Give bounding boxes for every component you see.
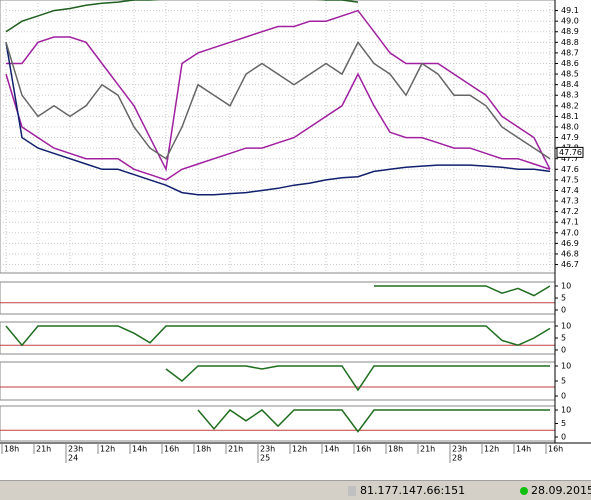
terminal-chart: 46.7 46.846.9 47.047.1 47.247.3 47.4 47.547.6… — [0, 0, 591, 480]
y-tick-label: 48.8 — [561, 38, 579, 47]
x-tick-label: 12h — [484, 445, 499, 454]
y-tick-label: 47.1 — [561, 218, 579, 227]
y-tick-label: 0 — [561, 306, 566, 315]
last-price-box — [556, 146, 584, 158]
y-tick-label: 47.5 — [561, 175, 579, 184]
series-line — [5, 325, 551, 347]
y-tick-label: 10 — [561, 362, 571, 371]
y-tick-label: 47.7 — [561, 154, 579, 163]
x-tick-label: 16h — [164, 445, 179, 454]
x-tick-label: 12h — [100, 445, 115, 454]
x-tick-label: 16h — [548, 445, 563, 454]
status-dot — [520, 487, 528, 495]
date: 28.09.2015 — [531, 484, 591, 497]
y-tick-label: 5 — [561, 334, 566, 343]
y-tick-label: 47.9 — [561, 133, 579, 142]
y-tick-label: 46.7 — [561, 260, 579, 269]
x-tick-label: 16h — [356, 445, 371, 454]
series-line — [5, 0, 359, 33]
series-line — [5, 72, 551, 181]
y-tick-label: 49.1 — [561, 6, 579, 15]
day-label: 25 — [260, 454, 270, 463]
y-tick-label: 0 — [561, 346, 566, 355]
series-line — [374, 285, 551, 297]
y-tick-label: 10 — [561, 322, 571, 331]
y-tick-label: 46.9 — [561, 239, 579, 248]
y-tick-label: 48.9 — [561, 27, 579, 36]
y-tick-label: 5 — [561, 419, 566, 428]
x-tick-label: 12h — [292, 445, 307, 454]
y-tick-label: 47.3 — [561, 197, 579, 206]
y-tick-label: 0 — [561, 433, 566, 442]
y-tick-label: 47.2 — [561, 207, 579, 216]
y-tick-label: 10 — [561, 282, 571, 291]
y-tick-label: 10 — [561, 406, 571, 415]
y-tick-label: 48.2 — [561, 101, 579, 110]
x-tick-label: 18h — [4, 445, 19, 454]
day-label: 28 — [452, 454, 462, 463]
y-tick-label: 47.4 — [561, 186, 579, 195]
y-tick-label: 48.4 — [561, 80, 579, 89]
x-tick-label: 18h — [388, 445, 403, 454]
x-tick-label: 18h — [196, 445, 211, 454]
x-tick-label: 14h — [516, 445, 531, 454]
x-tick-label: 14h — [324, 445, 339, 454]
series-line — [197, 409, 550, 433]
x-tick-label: 23h — [260, 445, 275, 454]
y-tick-label: 48.7 — [561, 48, 579, 57]
x-tick-label: 21h — [228, 445, 243, 454]
x-tick-label: 23h — [68, 445, 83, 454]
y-tick-label: 48.5 — [561, 70, 579, 79]
y-tick-label: 46.8 — [561, 249, 579, 258]
x-tick-label: 21h — [420, 445, 435, 454]
status-bar: 81.177.147.66:151 28.09.2015 — [0, 480, 591, 500]
series-line — [6, 9, 551, 172]
series-line — [165, 365, 550, 392]
x-tick-label: 14h — [132, 445, 147, 454]
background — [0, 0, 591, 480]
y-tick-label: 5 — [561, 294, 566, 303]
y-tick-label: 0 — [561, 392, 566, 401]
y-tick-label: 47.0 — [561, 228, 579, 237]
y-tick-label: 47.6 — [561, 165, 579, 174]
y-tick-label: 48.0 — [561, 122, 579, 131]
series-line — [5, 42, 551, 196]
y-tick-label: 49.0 — [561, 17, 579, 26]
y-tick-label: 48.6 — [561, 59, 579, 68]
connection: 81.177.147.66:151 — [360, 484, 466, 497]
series-line — [5, 40, 551, 160]
y-tick-label: 48.1 — [561, 112, 579, 121]
x-tick-label: 23h — [452, 445, 467, 454]
network-icon — [348, 486, 356, 496]
y-tick-label: 48.3 — [561, 91, 579, 100]
last-price-label: 47.76 — [559, 148, 582, 157]
day-label: 24 — [68, 454, 78, 463]
x-tick-label: 21h — [36, 445, 51, 454]
y-tick-label: 5 — [561, 377, 566, 386]
